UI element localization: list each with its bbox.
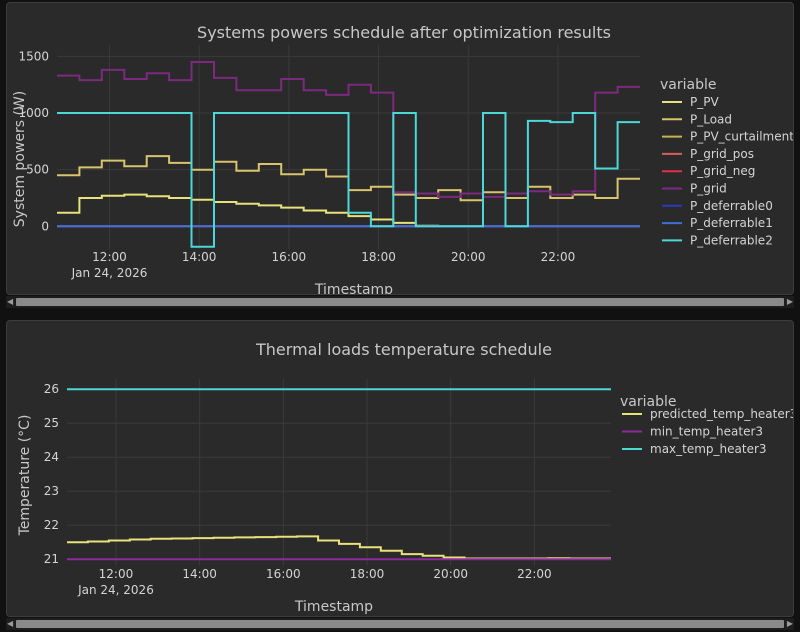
legend-item[interactable]: P_deferrable0 (662, 199, 773, 213)
horizontal-scrollbar[interactable]: ◀ ▶ (6, 296, 794, 308)
legend-label: min_temp_heater3 (650, 425, 763, 439)
x-tick-label: 12:00 (92, 250, 127, 264)
y-tick-label: 22 (44, 518, 59, 532)
y-axis-label: System powers (W) (12, 91, 28, 227)
legend-label: P_grid (690, 182, 727, 196)
x-tick-label: 18:00 (361, 250, 396, 264)
legend-label: P_PV_curtailment (690, 130, 793, 144)
x-tick-sublabel: Jan 24, 2026 (71, 266, 148, 280)
series-line-predicted-temp-heater3[interactable] (67, 535, 611, 560)
x-axis-label: Timestamp (314, 282, 393, 294)
scroll-thumb[interactable] (16, 298, 784, 306)
x-tick-label: 22:00 (517, 567, 552, 581)
temperature-chart: Thermal loads temperature schedule Times… (17, 340, 793, 615)
scroll-right-icon[interactable]: ▶ (786, 297, 793, 306)
y-tick-label: 1500 (18, 49, 49, 63)
x-tick-label: 16:00 (266, 567, 301, 581)
x-tick-label: 14:00 (182, 567, 217, 581)
legend-item[interactable]: P_PV (662, 95, 719, 109)
legend-item[interactable]: max_temp_heater3 (622, 442, 767, 456)
y-tick-label: 26 (44, 382, 59, 396)
legend-item[interactable]: predicted_temp_heater3 (622, 407, 793, 421)
legend-title: variable (620, 394, 676, 410)
y-tick-label: 0 (41, 219, 49, 233)
legend-item[interactable]: P_deferrable2 (662, 233, 773, 247)
x-tick-label: 18:00 (350, 567, 385, 581)
chart-title: Thermal loads temperature schedule (255, 340, 552, 359)
y-tick-label: 24 (44, 450, 59, 464)
legend-label: predicted_temp_heater3 (650, 407, 793, 421)
x-tick-label: 20:00 (451, 250, 486, 264)
scroll-right-icon[interactable]: ▶ (786, 619, 793, 628)
powers-chart: Systems powers schedule after optimizati… (12, 23, 793, 294)
y-tick-label: 25 (44, 416, 59, 430)
chart-panel-powers: Systems powers schedule after optimizati… (6, 2, 794, 295)
legend-title: variable (660, 77, 716, 93)
x-axis-label: Timestamp (294, 599, 373, 615)
scroll-left-icon[interactable]: ◀ (7, 619, 14, 628)
y-axis-label: Temperature (°C) (17, 415, 33, 537)
legend-label: P_Load (690, 112, 732, 126)
chart-panel-temperature: Thermal loads temperature schedule Times… (6, 320, 794, 617)
x-tick-sublabel: Jan 24, 2026 (77, 583, 154, 597)
legend-label: P_deferrable1 (690, 216, 773, 230)
series-line-p-grid[interactable] (57, 61, 640, 198)
y-tick-label: 21 (44, 552, 59, 566)
y-tick-label: 1000 (18, 106, 49, 120)
legend-item[interactable]: P_grid_pos (662, 147, 754, 161)
horizontal-scrollbar[interactable]: ◀ ▶ (6, 618, 794, 630)
x-tick-label: 16:00 (272, 250, 307, 264)
legend-item[interactable]: P_PV_curtailment (662, 130, 793, 144)
scroll-left-icon[interactable]: ◀ (7, 297, 14, 306)
legend-item[interactable]: min_temp_heater3 (622, 425, 763, 439)
y-tick-label: 23 (44, 484, 59, 498)
legend-item[interactable]: P_grid (662, 182, 727, 196)
series-line-p-deferrable2[interactable] (57, 112, 640, 248)
y-tick-label: 500 (26, 163, 49, 177)
x-tick-label: 20:00 (433, 567, 468, 581)
scroll-thumb[interactable] (16, 620, 784, 628)
legend-item[interactable]: P_Load (662, 112, 732, 126)
legend-label: P_deferrable2 (690, 233, 773, 247)
chart-title: Systems powers schedule after optimizati… (197, 23, 611, 42)
x-tick-label: 12:00 (99, 567, 134, 581)
legend-label: P_PV (690, 95, 719, 109)
legend-item[interactable]: P_grid_neg (662, 164, 755, 178)
x-tick-label: 22:00 (541, 250, 576, 264)
legend-label: P_grid_pos (690, 147, 754, 161)
legend-label: P_grid_neg (690, 164, 755, 178)
x-tick-label: 14:00 (182, 250, 217, 264)
legend-item[interactable]: P_deferrable1 (662, 216, 773, 230)
legend-label: max_temp_heater3 (650, 442, 767, 456)
legend-label: P_deferrable0 (690, 199, 773, 213)
